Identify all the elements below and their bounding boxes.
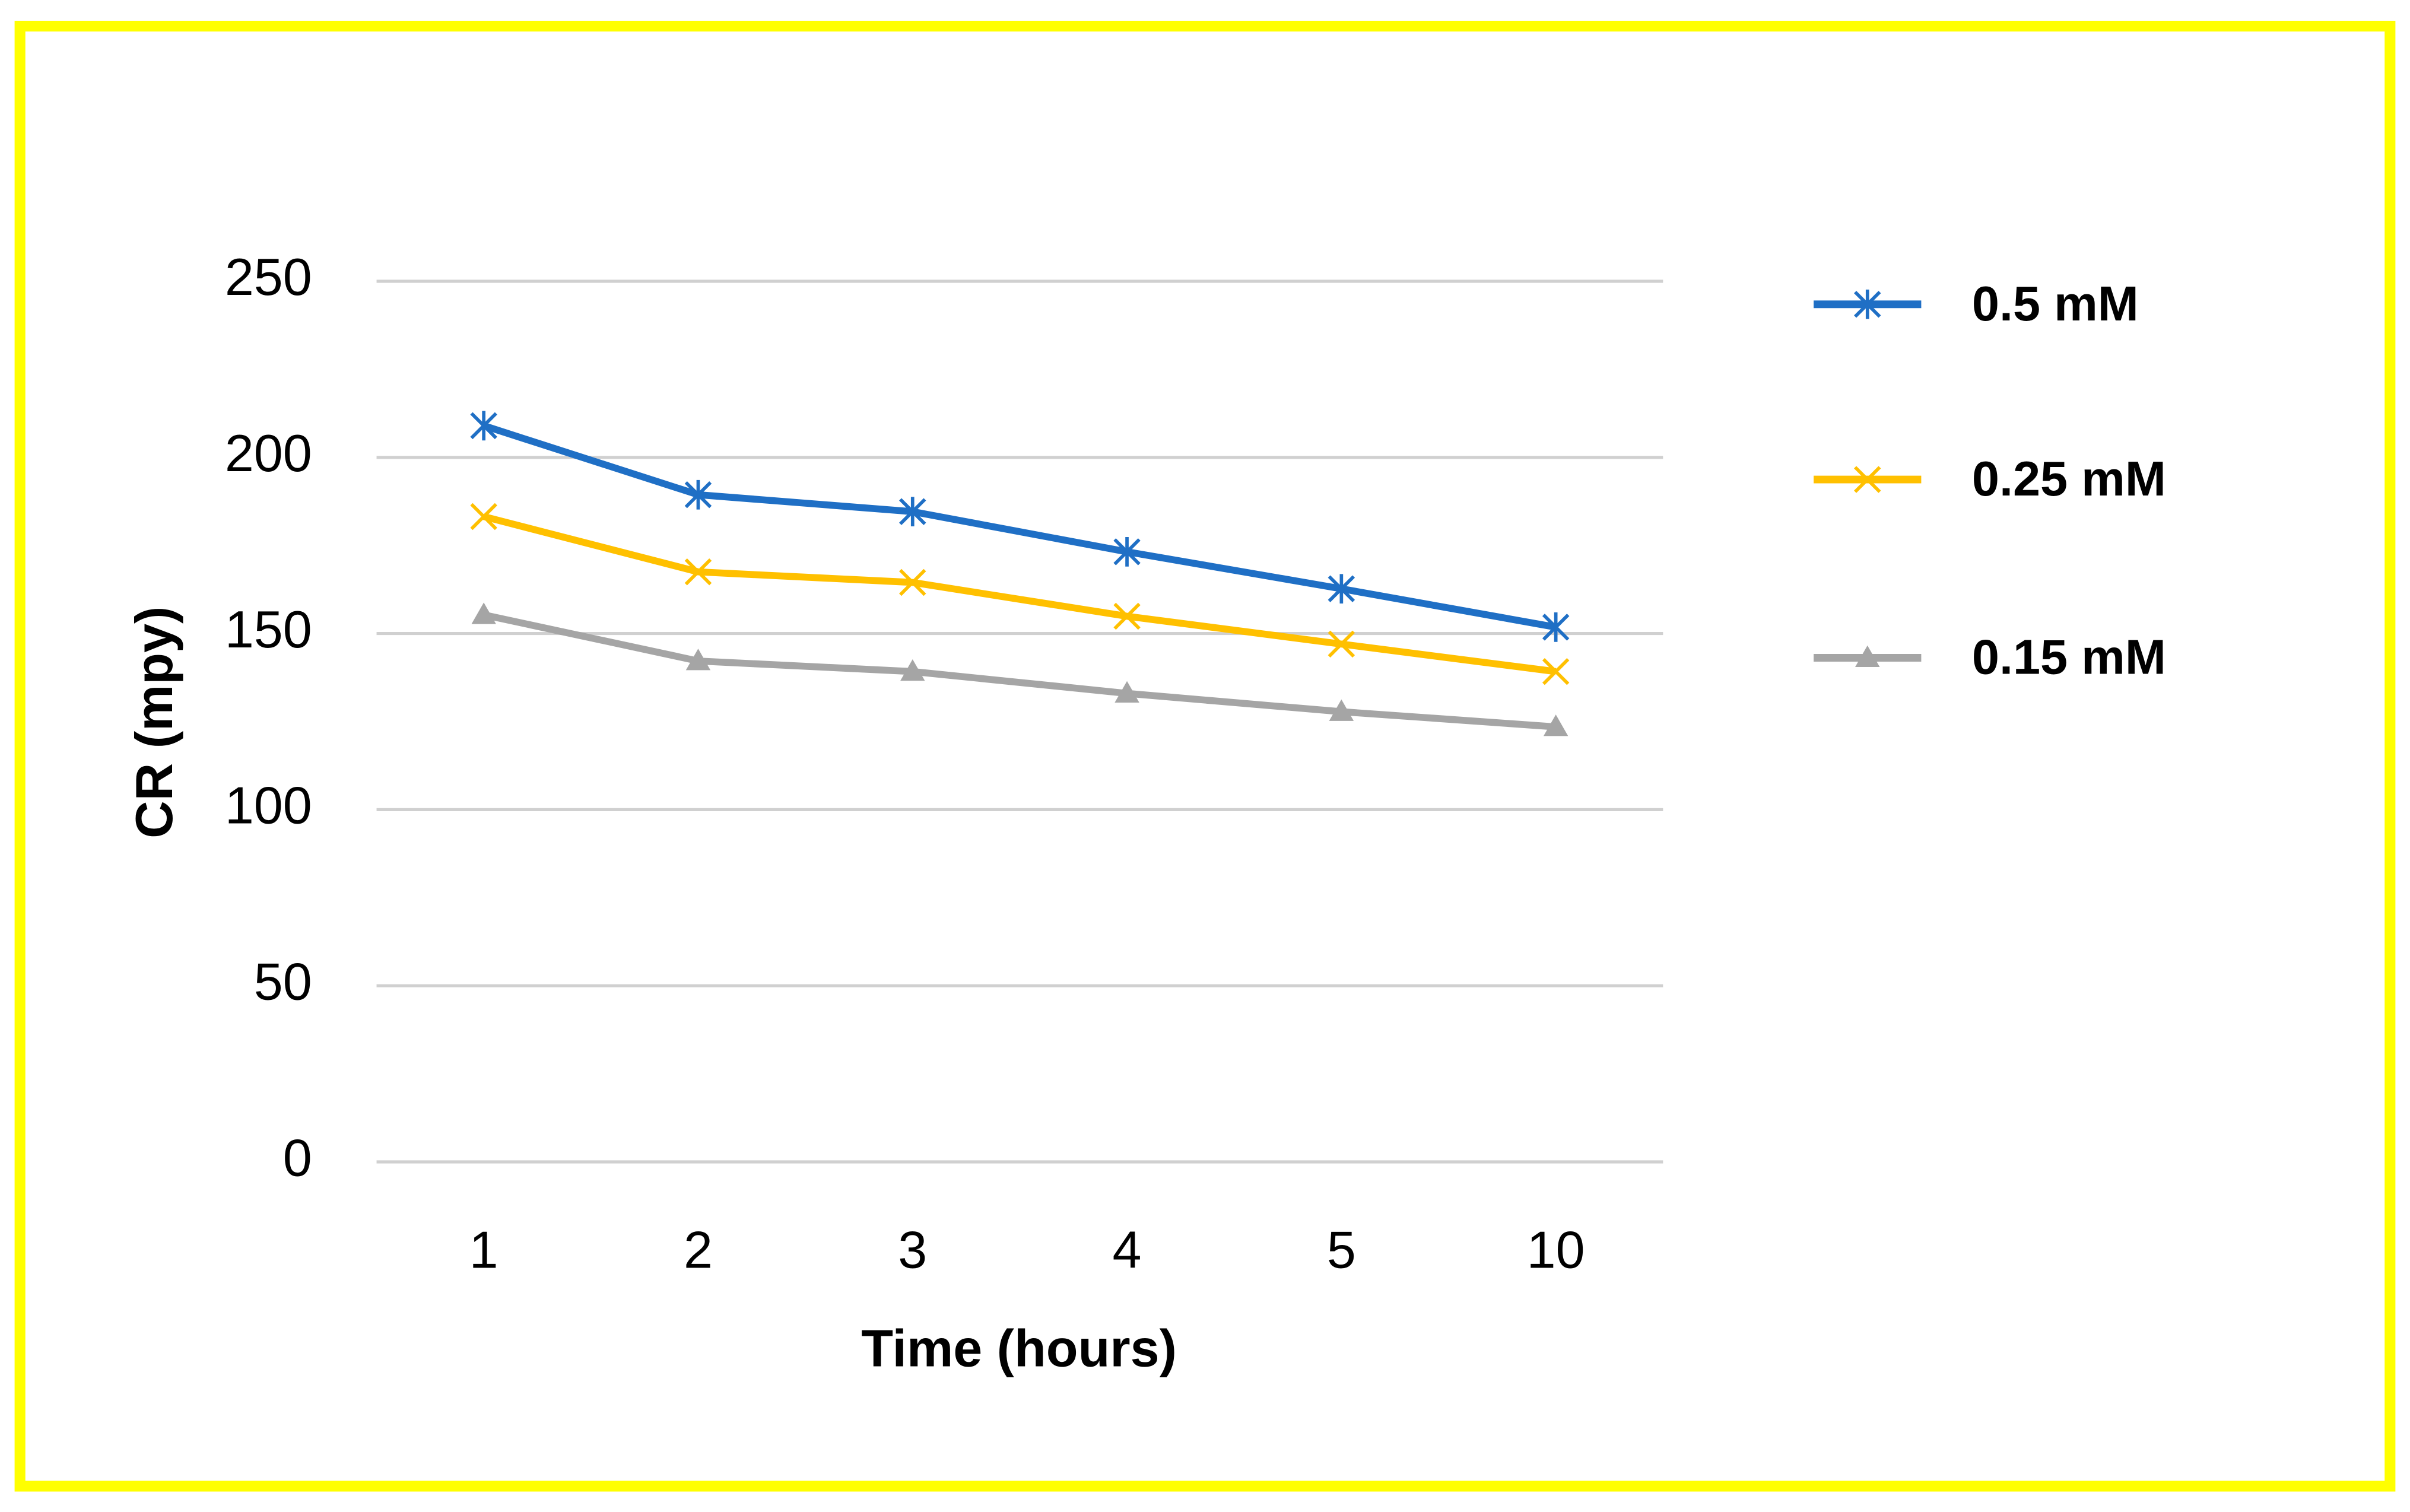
legend-marker [1854, 289, 1881, 319]
marker [684, 479, 712, 510]
x-tick-label: 3 [898, 1221, 927, 1279]
marker [1542, 657, 1570, 685]
marker [1328, 630, 1355, 658]
marker [471, 602, 496, 624]
series-line [482, 611, 1557, 730]
marker [1329, 699, 1354, 721]
marker [1113, 602, 1141, 630]
y-tick-label: 50 [254, 952, 312, 1011]
marker [1113, 537, 1141, 567]
series-line [482, 513, 1557, 675]
y-tick-label: 100 [225, 776, 312, 835]
legend-label: 0.15 mM [1972, 630, 2166, 685]
marker [1542, 612, 1570, 642]
y-axis-title: CR (mpy) [125, 606, 183, 838]
legend-marker [1854, 466, 1881, 493]
marker [684, 558, 712, 586]
marker [685, 649, 711, 671]
x-tick-label: 4 [1113, 1221, 1142, 1279]
marker [470, 503, 497, 531]
marker [1328, 574, 1355, 604]
marker [899, 497, 926, 527]
legend-marker [1855, 645, 1880, 668]
y-tick-label: 250 [225, 247, 312, 306]
marker [899, 568, 926, 596]
legend-label: 0.25 mM [1972, 451, 2166, 506]
y-tick-label: 200 [225, 424, 312, 482]
legend-label: 0.5 mM [1972, 276, 2139, 331]
frame [14, 20, 2396, 1492]
marker [1114, 681, 1139, 703]
x-tick-label: 5 [1327, 1221, 1356, 1279]
x-tick-label: 10 [1527, 1221, 1585, 1279]
x-axis-title: Time (hours) [861, 1319, 1177, 1377]
x-tick-label: 1 [469, 1221, 498, 1279]
marker [1543, 714, 1568, 736]
series-line [482, 422, 1557, 631]
marker [470, 411, 497, 441]
marker [900, 659, 925, 681]
y-tick-label: 0 [283, 1128, 312, 1187]
y-tick-label: 150 [225, 600, 312, 659]
x-tick-label: 2 [684, 1221, 713, 1279]
